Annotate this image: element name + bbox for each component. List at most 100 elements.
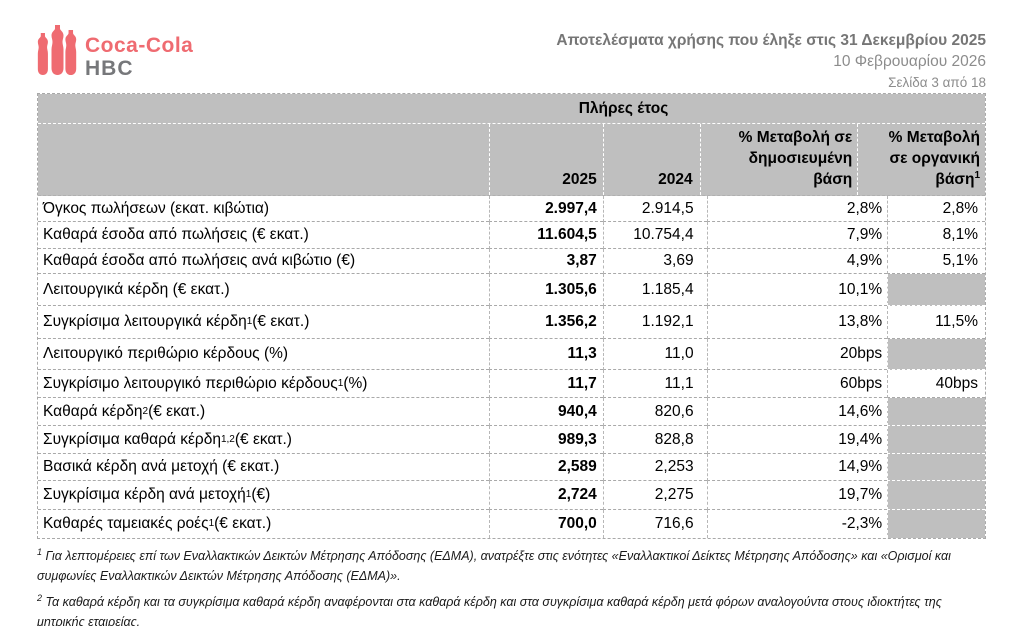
metric-label: Συγκρίσιμα καθαρά κέρδη: [43, 430, 221, 448]
metric-label-suffix: (€ εκατ.): [234, 430, 292, 448]
metric-label: Καθαρά έσοδα από πωλήσεις ανά κιβώτιο (€…: [43, 252, 356, 269]
table-row: Καθαρά έσοδα από πωλήσεις (€ εκατ.) 11.6…: [38, 222, 985, 249]
footnote-2: 2 Τα καθαρά κέρδη και τα συγκρίσιμα καθα…: [37, 592, 987, 626]
value-2025: 11,7: [489, 370, 603, 398]
value-2025: 1.356,2: [489, 306, 603, 339]
col-header-empty: [38, 124, 489, 195]
value-2025: 11.604,5: [489, 222, 603, 249]
value-2024: 10.754,4: [602, 222, 707, 249]
na-cell: [887, 510, 985, 538]
metric-label: Καθαρά κέρδη: [43, 402, 143, 420]
na-cell: [887, 454, 985, 481]
value-2024: 1.192,1: [602, 306, 707, 339]
logo-brand-text: Coca-Cola: [85, 34, 194, 57]
value-change-organic: 2,8%: [887, 196, 985, 222]
value-2024: 820,6: [602, 398, 707, 426]
logo-sub-text: HBC: [85, 57, 134, 80]
value-change-organic: 40bps: [887, 370, 985, 398]
metric-label: Καθαρές ταμειακές ροές: [43, 515, 209, 532]
value-change-published: 19,7%: [706, 481, 888, 510]
col-header-2024: 2024: [602, 124, 700, 195]
page-number: Σελίδα 3 από 18: [888, 75, 986, 90]
footnotes: 1 Για λεπτομέρειες επί των Εναλλακτικών …: [37, 546, 987, 626]
na-cell: [887, 398, 985, 426]
metric-label: Όγκος πωλήσεων (εκατ. κιβώτια): [43, 199, 270, 217]
bottles-icon: [37, 25, 77, 75]
metric-label: Συγκρίσιμα κέρδη ανά μετοχή: [43, 486, 246, 503]
table-row: Καθαρά έσοδα από πωλήσεις ανά κιβώτιο (€…: [38, 249, 985, 274]
metric-label: Συγκρίσιμα λειτουργικά κέρδη: [43, 313, 247, 330]
table-group-header: Πλήρες έτος: [38, 94, 985, 124]
value-2025: 1.305,6: [489, 274, 603, 306]
value-2025: 700,0: [489, 510, 603, 538]
value-change-published: 2,8%: [706, 196, 888, 222]
footnote-text: Για λεπτομέρειες επί των Εναλλακτικών Δε…: [37, 549, 951, 583]
value-change-organic: 5,1%: [887, 249, 985, 274]
report-title: Αποτελέσματα χρήσης που έληξε στις 31 Δε…: [556, 32, 986, 49]
value-change-published: -2,3%: [706, 510, 888, 538]
value-2025: 2,724: [489, 481, 603, 510]
na-cell: [887, 339, 985, 370]
value-change-organic: 8,1%: [887, 222, 985, 249]
na-cell: [887, 274, 985, 306]
metric-label: Καθαρά έσοδα από πωλήσεις (€ εκατ.): [43, 226, 309, 243]
table-row: Λειτουργικά κέρδη (€ εκατ.) 1.305,6 1.18…: [38, 274, 985, 306]
value-2024: 828,8: [602, 426, 707, 454]
value-2024: 1.185,4: [602, 274, 707, 306]
value-change-organic: 11,5%: [887, 306, 985, 339]
col-header-2025: 2025: [489, 124, 603, 195]
value-change-published: 20bps: [706, 339, 888, 370]
value-2025: 2.997,4: [489, 196, 603, 222]
na-cell: [887, 426, 985, 454]
value-change-published: 7,9%: [706, 222, 888, 249]
metric-label: Λειτουργικά κέρδη (€ εκατ.): [43, 280, 230, 298]
value-change-published: 14,6%: [706, 398, 888, 426]
document-header: Αποτελέσματα χρήσης που έληξε στις 31 Δε…: [556, 30, 986, 93]
value-change-published: 19,4%: [706, 426, 888, 454]
footnote-marker: 2: [37, 592, 43, 603]
report-date: 10 Φεβρουαρίου 2026: [833, 53, 986, 70]
table-row: Βασικά κέρδη ανά μετοχή (€ εκατ.) 2,589 …: [38, 454, 985, 481]
value-change-published: 10,1%: [706, 274, 888, 306]
value-change-published: 60bps: [706, 370, 888, 398]
footnote-ref: 1: [974, 169, 980, 181]
value-2025: 3,87: [489, 249, 603, 274]
value-2025: 940,4: [489, 398, 603, 426]
table-row: Συγκρίσιμα λειτουργικά κέρδη 1 (€ εκατ.) …: [38, 306, 985, 339]
col-header-change-published: % Μεταβολή σε δημοσιευμένη βάση: [699, 124, 858, 195]
table-row: Καθαρά κέρδη 2 (€ εκατ.) 940,4 820,6 14,6…: [38, 398, 985, 426]
value-2024: 716,6: [602, 510, 707, 538]
table-row: Συγκρίσιμα κέρδη ανά μετοχή 1 (€) 2,724 2…: [38, 481, 985, 510]
value-2025: 11,3: [489, 339, 603, 370]
value-change-published: 13,8%: [706, 306, 888, 339]
table-row: Λειτουργικό περιθώριο κέρδους (%) 11,3 1…: [38, 339, 985, 370]
table-row: Όγκος πωλήσεων (εκατ. κιβώτια) 2.997,4 2…: [38, 196, 985, 222]
metric-label-suffix: (€ εκατ.): [148, 402, 206, 420]
value-2024: 2.914,5: [602, 196, 707, 222]
metric-label-suffix: (%): [343, 374, 368, 392]
footnote-text: Τα καθαρά κέρδη και τα συγκρίσιμα καθαρά…: [37, 595, 942, 626]
value-2024: 2,253: [602, 454, 707, 481]
table-column-headers: 2025 2024 % Μεταβολή σε δημοσιευμένη βάσ…: [38, 124, 985, 196]
metric-label-suffix: (€): [251, 486, 271, 503]
metric-label-suffix: (€ εκατ.): [252, 313, 310, 330]
value-2024: 3,69: [602, 249, 707, 274]
table-row: Συγκρίσιμα καθαρά κέρδη 1,2 (€ εκατ.) 989…: [38, 426, 985, 454]
value-2025: 2,589: [489, 454, 603, 481]
value-2024: 2,275: [602, 481, 707, 510]
na-cell: [887, 481, 985, 510]
metric-label: Βασικά κέρδη ανά μετοχή (€ εκατ.): [43, 458, 280, 475]
table-row: Συγκρίσιμο λειτουργικό περιθώριο κέρδους…: [38, 370, 985, 398]
metric-label: Λειτουργικό περιθώριο κέρδους (%): [43, 345, 289, 362]
table-row: Καθαρές ταμειακές ροές 1 (€ εκατ.) 700,0 …: [38, 510, 985, 538]
coca-cola-hbc-logo: Coca-Cola HBC: [37, 24, 193, 79]
value-2024: 11,0: [602, 339, 707, 370]
footnote-marker: 1: [37, 546, 43, 557]
metric-label-suffix: (€ εκατ.): [214, 515, 272, 532]
results-table: Πλήρες έτος 2025 2024 % Μεταβολή σε δημο…: [37, 93, 986, 539]
col-header-change-organic: % Μεταβολή σε οργανική βάση1: [857, 124, 985, 195]
value-change-published: 4,9%: [706, 249, 888, 274]
footnote-1: 1 Για λεπτομέρειες επί των Εναλλακτικών …: [37, 546, 987, 586]
value-2025: 989,3: [489, 426, 603, 454]
value-change-published: 14,9%: [706, 454, 888, 481]
